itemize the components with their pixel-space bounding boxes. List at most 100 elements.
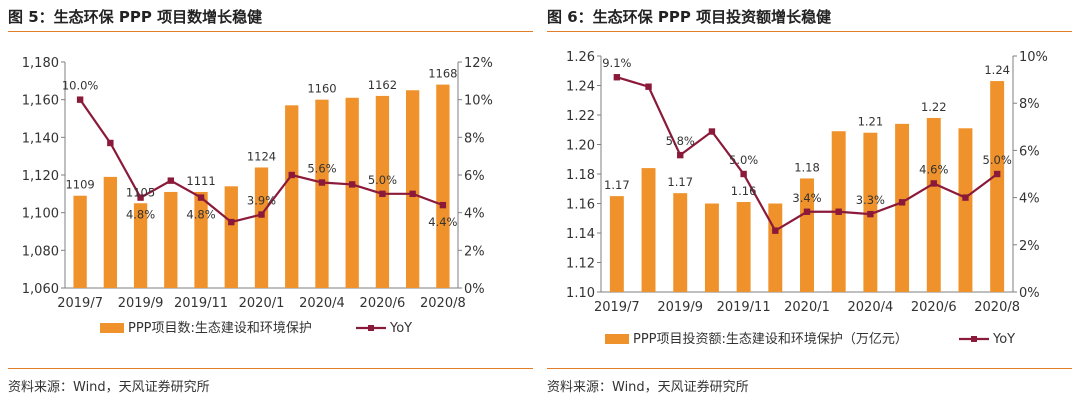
x-axis-tick-label: 2020/6	[911, 300, 957, 315]
figure-title: 图 6：生态环保 PPP 项目投资额增长稳健	[547, 8, 832, 26]
x-axis-tick-label: 2019/7	[594, 300, 640, 315]
figure-title: 图 5：生态环保 PPP 项目数增长稳健	[8, 8, 263, 26]
bar	[345, 97, 359, 289]
left-axis-tick-label: 1.20	[566, 139, 595, 154]
yoy-point	[439, 201, 447, 209]
right-axis-tick-label: 12%	[464, 56, 493, 71]
yoy-point	[835, 208, 842, 215]
right-axis-tick-label: 6%	[1019, 144, 1040, 159]
bar	[73, 195, 87, 288]
x-axis-tick-label: 2019/11	[174, 296, 228, 311]
yoy-point	[379, 190, 386, 198]
bar	[704, 203, 719, 292]
yoy-point	[898, 199, 906, 206]
bar	[224, 186, 238, 288]
source-divider	[8, 368, 533, 369]
x-axis-tick-label: 2020/1	[784, 300, 830, 315]
bar-value-label: 1124	[247, 149, 276, 163]
yoy-point	[930, 180, 937, 187]
x-axis-tick-label: 2020/4	[848, 300, 894, 315]
yoy-point	[318, 179, 326, 186]
bar-value-label: 1.17	[604, 178, 630, 192]
yoy-point	[613, 74, 621, 81]
bar	[103, 176, 117, 288]
yoy-value-label: 5.0%	[368, 173, 397, 187]
yoy-point	[137, 194, 144, 201]
yoy-value-label: 3.9%	[247, 194, 276, 208]
right-axis-tick-label: 2%	[1019, 239, 1040, 254]
bar-value-label: 1.16	[731, 184, 757, 198]
left-axis-tick-label: 1.24	[566, 80, 595, 95]
left-axis-tick-label: 1.16	[566, 198, 595, 213]
x-axis-tick-label: 2019/9	[118, 296, 164, 311]
yoy-value-label: 5.8%	[666, 134, 695, 148]
x-axis-tick-label: 2020/1	[239, 296, 285, 311]
yoy-point	[772, 227, 779, 234]
x-axis-tick-label: 2020/6	[360, 296, 406, 311]
yoy-value-label: 9.1%	[602, 56, 631, 70]
bar-value-label: 1.18	[794, 160, 820, 174]
legend-bar-label: PPP项目投资额:生态建设和环境保护（万亿元）	[633, 331, 908, 347]
legend-line-label: YoY	[992, 332, 1015, 347]
yoy-value-label: 5.6%	[307, 162, 336, 176]
bar	[609, 196, 624, 292]
yoy-value-label: 4.4%	[428, 215, 457, 229]
yoy-point	[348, 181, 356, 188]
bar	[958, 128, 973, 292]
yoy-point	[409, 190, 416, 198]
right-axis-tick-label: 4%	[464, 207, 485, 222]
right-axis-tick-label: 6%	[464, 169, 485, 184]
legend-bar-swatch	[100, 323, 124, 333]
x-axis-tick-label: 2019/7	[57, 296, 103, 311]
left-axis-tick-label: 1.10	[566, 286, 595, 301]
bar-value-label: 1.21	[858, 115, 884, 129]
bar	[673, 193, 688, 292]
yoy-value-label: 10.0%	[62, 79, 99, 93]
bar	[133, 203, 148, 288]
bar-value-label: 1.24	[984, 63, 1010, 77]
figure-5-panel: 图 5：生态环保 PPP 项目数增长稳健 1,060 1,080 1,100 1,12…	[8, 0, 533, 401]
legend-bar-label: PPP项目数:生态建设和环境保护	[128, 321, 312, 336]
yoy-point	[740, 170, 747, 178]
bar	[990, 81, 1005, 292]
yoy-value-label: 5.0%	[729, 153, 758, 167]
bar	[800, 178, 814, 292]
right-axis-tick-label: 8%	[1019, 97, 1040, 112]
yoy-point	[167, 177, 175, 184]
right-axis-tick-label: 2%	[464, 244, 485, 259]
bar-value-label: 1.17	[667, 175, 693, 189]
yoy-value-label: 3.4%	[792, 191, 821, 205]
bar	[194, 191, 208, 288]
right-axis-tick-label: 8%	[464, 131, 485, 146]
figure-6-panel: 图 6：生态环保 PPP 项目投资额增长稳健 1.10 1.12 1.14 1.16 1…	[547, 0, 1072, 401]
left-axis-tick-label: 1,100	[22, 207, 59, 222]
source-divider	[547, 368, 1072, 369]
bar	[736, 202, 751, 292]
legend-line-label: YoY	[389, 321, 412, 336]
legend-bar-swatch	[605, 334, 629, 344]
yoy-point	[993, 170, 1001, 178]
right-axis-tick-label: 0%	[464, 282, 485, 297]
yoy-point	[803, 208, 811, 215]
x-axis-tick-label: 2019/11	[717, 300, 771, 315]
bar-value-label: 1111	[186, 174, 215, 188]
bar-value-label: 1109	[65, 178, 94, 192]
source-note: 资料来源：Wind，天风证券研究所	[547, 380, 749, 395]
x-axis-tick-label: 2020/4	[299, 296, 345, 311]
left-axis-tick-label: 1,080	[22, 244, 59, 259]
bar-value-label: 1.22	[921, 100, 947, 114]
yoy-point	[962, 194, 969, 201]
x-axis-tick-label: 2020/8	[420, 296, 466, 311]
yoy-value-label: 4.8%	[186, 208, 215, 222]
source-note: 资料来源：Wind，天风证券研究所	[8, 380, 210, 395]
left-axis-tick-label: 1.12	[566, 257, 595, 272]
yoy-point	[645, 83, 652, 90]
right-axis-tick-label: 0%	[1019, 286, 1040, 301]
bar	[315, 99, 329, 288]
bar	[406, 90, 420, 288]
x-axis-tick-label: 2020/8	[974, 300, 1020, 315]
left-axis-tick-label: 1.22	[566, 109, 595, 124]
yoy-point	[107, 139, 114, 147]
yoy-point	[288, 171, 295, 179]
bar-value-label: 1162	[368, 78, 397, 92]
